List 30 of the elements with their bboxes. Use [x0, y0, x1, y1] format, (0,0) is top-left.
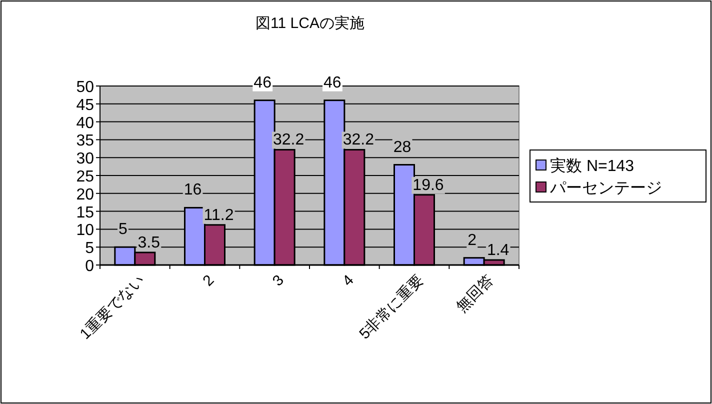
- data-label: 28: [393, 138, 412, 156]
- data-label: 3.5: [138, 234, 160, 252]
- y-tick-label: 50: [76, 79, 94, 96]
- data-label: 5: [118, 221, 128, 238]
- y-tick-label: 10: [76, 222, 94, 240]
- y-tick-label: 45: [76, 96, 94, 114]
- y-tick-label: 30: [76, 150, 94, 168]
- data-label: 2: [468, 232, 477, 249]
- x-tick-label: 5非常に重要: [356, 272, 428, 343]
- x-tick-label: 無回答: [453, 272, 497, 316]
- data-label: 46: [254, 74, 272, 92]
- data-label: 32.2: [273, 132, 304, 149]
- legend-label: 実数 N=143: [550, 157, 634, 175]
- x-tick-label: 3: [269, 272, 288, 290]
- data-label: 46: [324, 74, 342, 92]
- data-label: 1.4: [486, 242, 510, 259]
- data-label: 16: [184, 182, 202, 199]
- data-label: 19.6: [412, 176, 444, 194]
- y-tick-label: 15: [76, 204, 94, 222]
- legend-label: パーセンテージ: [549, 180, 662, 197]
- y-tick-label: 25: [76, 168, 94, 186]
- y-tick-label: 35: [76, 132, 94, 150]
- x-tick-label: 2: [200, 272, 218, 290]
- y-tick-label: 40: [76, 114, 94, 132]
- data-label: 11.2: [204, 206, 234, 224]
- y-tick-label: 5: [85, 240, 94, 258]
- y-tick-label: 20: [76, 186, 94, 204]
- x-tick-label: 4: [339, 272, 358, 290]
- chart-title: 図11 LCAの実施: [256, 15, 364, 32]
- data-label: 32.2: [342, 132, 374, 149]
